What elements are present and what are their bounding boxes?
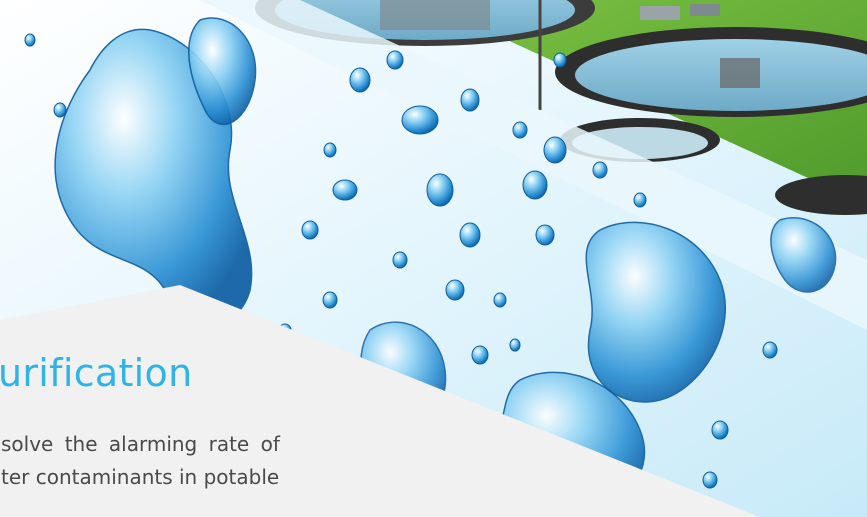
caption-title: urification	[0, 351, 193, 395]
caption-body-line-2: ter contaminants in potable	[1, 465, 280, 489]
caption-panel	[0, 285, 760, 517]
air-bubbles	[24, 33, 778, 489]
treatment-plant-photo	[240, 0, 867, 215]
caption-body-line-1: solve the alarming rate of	[1, 432, 280, 456]
